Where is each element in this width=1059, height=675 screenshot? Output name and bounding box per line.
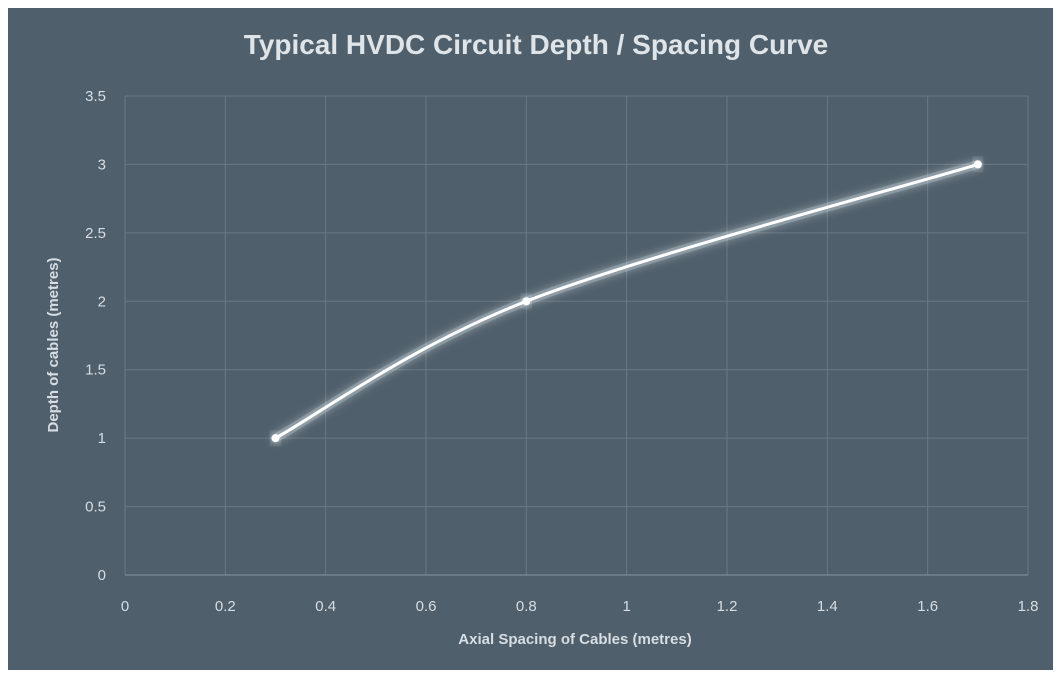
y-tick-label: 3.5 [85,88,106,105]
x-tick-label: 0.8 [516,598,537,615]
x-tick-label: 0 [121,598,129,615]
x-tick-label: 1.2 [717,598,738,615]
data-point [973,160,982,169]
x-tick-label: 1 [622,598,630,615]
grid [124,95,1029,576]
series-line [274,162,980,440]
chart-panel: Typical HVDC Circuit Depth / Spacing Cur… [8,8,1053,670]
data-point [271,434,280,443]
y-tick-label: 2 [98,293,106,310]
y-axis-title: Depth of cables (metres) [45,257,62,432]
y-tick-label: 3 [98,156,106,173]
x-tick-label: 1.4 [817,598,838,615]
x-tick-label: 0.4 [315,598,336,615]
y-tick-label: 1.5 [85,362,106,379]
y-tick-label: 0 [98,567,106,584]
x-tick-label: 0.6 [416,598,437,615]
x-tick-label: 1.6 [917,598,938,615]
y-tick-label: 2.5 [85,225,106,242]
series-layer [271,159,983,443]
x-axis-title: Axial Spacing of Cables (metres) [458,631,691,648]
y-tick-label: 1 [98,430,106,447]
tick-labels: 0 0.2 0.4 0.6 0.8 1 1.2 1.4 1.6 1.8 0 0.5 1 1.5 2 2.5 3 3… [85,88,1038,615]
x-tick-label: 0.2 [215,598,236,615]
x-tick-label: 1.8 [1018,598,1039,615]
y-tick-label: 0.5 [85,499,106,516]
chart-title: Typical HVDC Circuit Depth / Spacing Cur… [244,29,828,60]
line-chart: Typical HVDC Circuit Depth / Spacing Cur… [45,29,1038,648]
data-point [522,297,531,306]
